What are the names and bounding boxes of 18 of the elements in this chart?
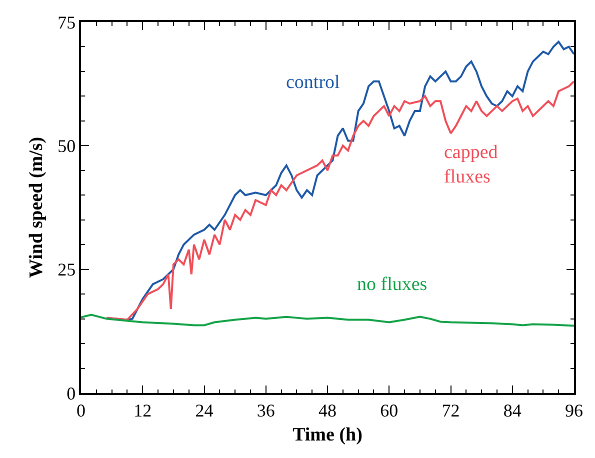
x-tick-label: 12 bbox=[134, 400, 152, 420]
y-tick-label: 50 bbox=[58, 136, 76, 156]
y-tick-label: 0 bbox=[66, 383, 76, 404]
y-axis-title: Wind speed (m/s) bbox=[26, 136, 47, 278]
series-label: no fluxes bbox=[357, 274, 428, 295]
line-series bbox=[81, 314, 574, 327]
x-tick-label: 60 bbox=[380, 400, 398, 420]
x-tick-label: 84 bbox=[503, 400, 522, 420]
y-tick-label: 25 bbox=[58, 260, 76, 280]
y-tick-label: 75 bbox=[58, 12, 76, 32]
series-label: capped fluxes bbox=[444, 142, 498, 188]
x-axis-title: Time (h) bbox=[292, 424, 362, 446]
x-tick-label: 36 bbox=[256, 400, 275, 420]
x-tick-label: 72 bbox=[442, 400, 460, 420]
x-tick-label: 96 bbox=[565, 400, 583, 420]
x-tick-label: 24 bbox=[195, 400, 214, 420]
series-label: control bbox=[286, 72, 340, 93]
x-tick-label: 48 bbox=[318, 400, 336, 420]
